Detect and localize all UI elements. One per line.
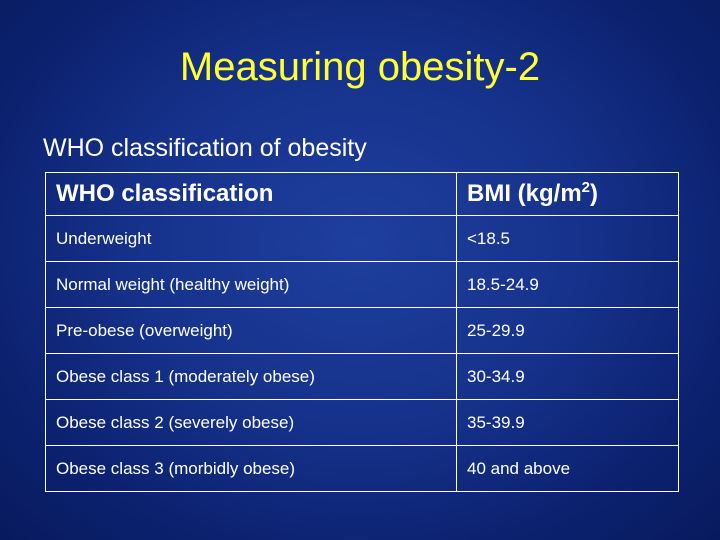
cell-classification: Normal weight (healthy weight) bbox=[45, 261, 457, 308]
cell-bmi: 30-34.9 bbox=[456, 353, 679, 400]
slide-title: Measuring obesity-2 bbox=[179, 45, 541, 89]
header-bmi-close: ) bbox=[590, 180, 599, 207]
cell-classification: Obese class 2 (severely obese) bbox=[45, 399, 457, 446]
cell-bmi: 40 and above bbox=[456, 445, 679, 492]
table-row: Pre-obese (overweight) 25-29.9 bbox=[45, 307, 679, 354]
slide-subtitle: WHO classification of obesity bbox=[43, 134, 367, 162]
header-classification: WHO classification bbox=[45, 172, 457, 216]
cell-classification: Pre-obese (overweight) bbox=[45, 307, 457, 354]
table-row: Obese class 2 (severely obese) 35-39.9 bbox=[45, 399, 679, 446]
table-row: Obese class 3 (morbidly obese) 40 and ab… bbox=[45, 445, 679, 492]
cell-classification: Obese class 3 (morbidly obese) bbox=[45, 445, 457, 492]
cell-classification: Underweight bbox=[45, 215, 457, 262]
cell-bmi: 35-39.9 bbox=[456, 399, 679, 446]
table-header-row: WHO classification BMI (kg/m2) bbox=[45, 172, 679, 216]
table-row: Normal weight (healthy weight) 18.5-24.9 bbox=[45, 261, 679, 308]
header-bmi-superscript: 2 bbox=[581, 179, 591, 196]
cell-bmi: 18.5-24.9 bbox=[456, 261, 679, 308]
table-row: Obese class 1 (moderately obese) 30-34.9 bbox=[45, 353, 679, 400]
header-bmi: BMI (kg/m2) bbox=[456, 172, 679, 216]
cell-bmi: 25-29.9 bbox=[456, 307, 679, 354]
table-row: Underweight <18.5 bbox=[45, 215, 679, 262]
cell-classification: Obese class 1 (moderately obese) bbox=[45, 353, 457, 400]
who-classification-table: WHO classification BMI (kg/m2) Underweig… bbox=[45, 172, 679, 492]
header-bmi-text: BMI (kg/m bbox=[467, 180, 582, 207]
cell-bmi: <18.5 bbox=[456, 215, 679, 262]
